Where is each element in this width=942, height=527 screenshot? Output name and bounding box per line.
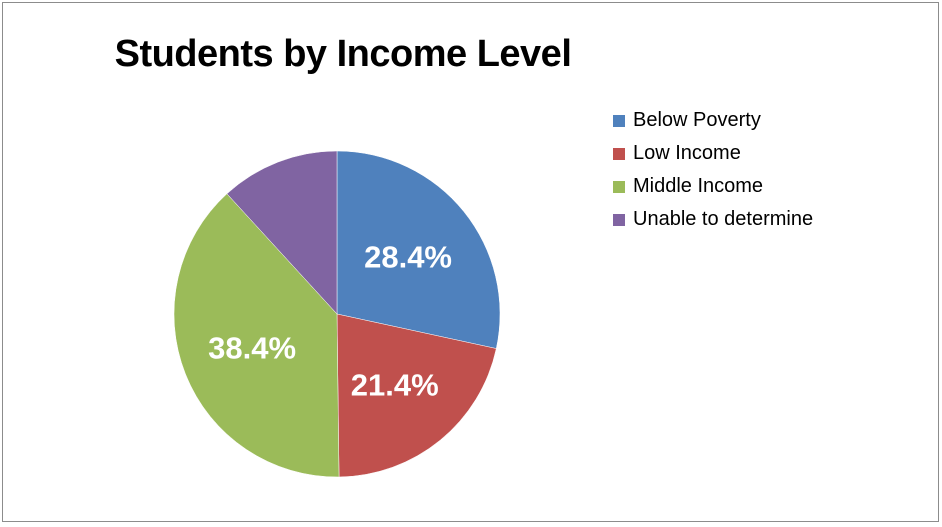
legend-label: Below Poverty bbox=[633, 109, 761, 131]
legend: Below Poverty Low Income Middle Income U… bbox=[613, 104, 813, 236]
data-label-below-poverty: 28.4% bbox=[364, 240, 452, 275]
pie-slice-unable-to-determine bbox=[226, 150, 338, 315]
legend-item-middle-income: Middle Income bbox=[613, 170, 813, 203]
chart-title: Students by Income Level bbox=[114, 33, 572, 75]
legend-item-low-income: Low Income bbox=[613, 137, 813, 170]
legend-item-below-poverty: Below Poverty bbox=[613, 104, 813, 137]
legend-swatch bbox=[613, 147, 625, 160]
pie-slice-low-income bbox=[336, 313, 497, 478]
legend-swatch bbox=[613, 114, 625, 127]
legend-label: Middle Income bbox=[633, 175, 764, 197]
pie-slice-middle-income bbox=[173, 193, 340, 478]
data-label-middle-income: 38.4% bbox=[208, 331, 296, 366]
pie-chart: 28.4% 21.4% 38.4% bbox=[173, 150, 501, 478]
legend-swatch bbox=[613, 213, 625, 226]
legend-label: Unable to determine bbox=[633, 208, 814, 230]
data-label-low-income: 21.4% bbox=[351, 368, 439, 403]
pie-slice-below-poverty bbox=[336, 150, 501, 349]
legend-item-unable-to-determine: Unable to determine bbox=[613, 203, 813, 236]
legend-swatch bbox=[613, 180, 625, 193]
legend-label: Low Income bbox=[633, 142, 741, 164]
